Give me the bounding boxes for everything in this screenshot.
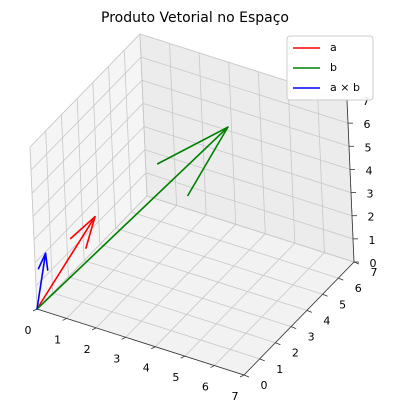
vector-2 [36, 252, 49, 310]
grid-line [34, 149, 146, 263]
y-tick-label: 4 [323, 314, 330, 327]
grid-line [317, 90, 325, 253]
grid-line [287, 81, 296, 244]
y-tick-label: 0 [261, 379, 268, 392]
grid-line [95, 214, 207, 329]
vector-shaft [36, 126, 229, 310]
y-tick-label: 1 [276, 363, 283, 376]
grid-line [169, 43, 177, 206]
y-tick-label: 5 [339, 298, 346, 311]
grid-line [84, 260, 292, 327]
grid-line [214, 252, 325, 366]
x-tick-label: 2 [84, 343, 91, 356]
grid-line [61, 114, 69, 277]
z-tick-label: 6 [364, 118, 371, 131]
x-tick-label: 7 [232, 390, 239, 403]
z-tick-label: 1 [369, 234, 376, 247]
grid-line [154, 233, 266, 347]
x-axis-line [36, 308, 245, 376]
z-tick-label: 7 [363, 95, 370, 108]
x-tick-label: 0 [25, 324, 32, 337]
grid-line [32, 103, 144, 217]
grid-line [184, 242, 296, 357]
grid-line [108, 66, 116, 229]
grid-line [140, 56, 349, 124]
z-tick-label: 3 [367, 188, 374, 201]
z-tick-label: 4 [366, 164, 373, 177]
grid-line [143, 126, 352, 193]
vector-head [44, 252, 49, 271]
grid-line [145, 172, 354, 240]
vector-shaft [36, 252, 47, 310]
grid-line [66, 205, 177, 319]
grid-line [131, 211, 339, 279]
grid-line [115, 227, 323, 295]
vector-shaft [36, 215, 96, 310]
grid-line [139, 33, 148, 197]
y-tick-label: 2 [292, 347, 299, 360]
x-tick-label: 3 [113, 352, 120, 365]
grid-line [99, 244, 307, 311]
legend-label: a × b [330, 81, 360, 94]
legend-box [286, 35, 374, 101]
vector-1 [36, 126, 229, 310]
grid-line [146, 195, 355, 263]
grid-line [123, 50, 132, 213]
grid-line [29, 146, 38, 310]
grid-line [228, 62, 237, 225]
grid-line [45, 130, 54, 293]
grid-line [68, 276, 276, 344]
z-tick-label: 0 [370, 257, 377, 270]
vector-0 [36, 215, 96, 310]
vector-head [187, 126, 229, 197]
grid-line [92, 82, 101, 245]
x-tick-label: 6 [202, 381, 209, 394]
grid-line [52, 292, 260, 360]
z-tick-label: 5 [365, 141, 372, 154]
z-axis-line [346, 99, 355, 263]
grid-line [30, 56, 142, 171]
legend: ab a × b [286, 35, 374, 101]
grid-line [144, 149, 353, 217]
grid-line [125, 224, 237, 338]
y-tick-label: 3 [308, 331, 315, 344]
legend-label: b [330, 61, 337, 74]
vector-head [37, 252, 47, 270]
vector-head [69, 215, 96, 240]
grid-line [198, 52, 207, 215]
z-tick-label: 2 [368, 211, 375, 224]
grid-line [36, 195, 148, 310]
grid-line [141, 79, 350, 147]
x-tick-label: 4 [143, 362, 150, 375]
chart-title: Produto Vetorial no Espaço [101, 10, 289, 26]
y-tick-label: 6 [355, 282, 362, 295]
y-axis-line [243, 261, 355, 376]
grid-line [257, 71, 266, 234]
vector-head [156, 126, 229, 165]
grid-line [29, 33, 141, 148]
y-tick-label: 7 [371, 266, 378, 279]
grid-line [76, 98, 85, 261]
grid-line [142, 103, 351, 170]
grid-line [31, 80, 143, 194]
x-tick-label: 5 [172, 371, 179, 384]
x-tick-label: 1 [54, 333, 61, 346]
vector-head [85, 215, 96, 249]
grid-line [33, 126, 145, 240]
legend-label: a [330, 41, 337, 54]
